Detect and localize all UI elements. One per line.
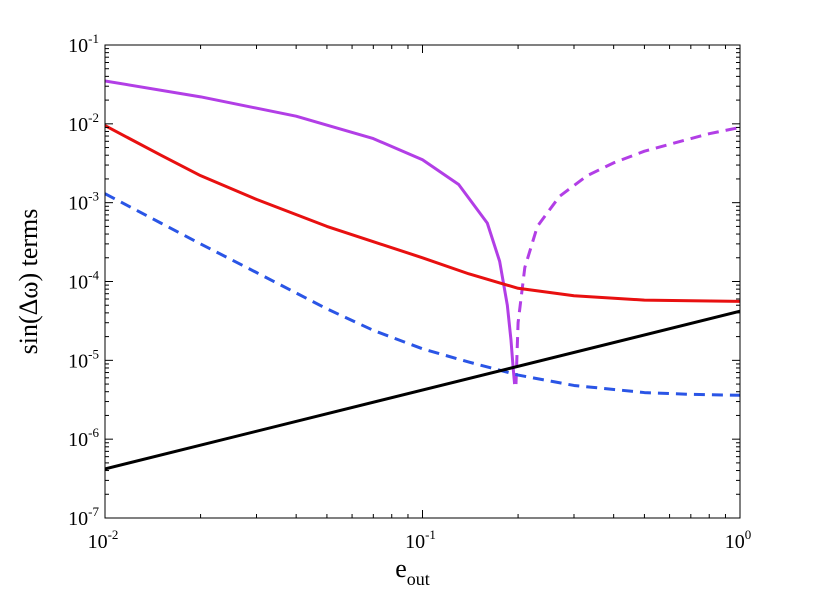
series-line-purple-solid: [105, 79, 517, 385]
label-layer: 10-2 10-1 10010-710-610-510-410-310-210-1e…: [14, 31, 751, 589]
y-tick-label: 10-5: [68, 346, 99, 372]
y-tick-label: 10-4: [68, 268, 99, 294]
x-axis-label: eout: [395, 554, 430, 589]
y-tick-label: 10-7: [68, 504, 99, 530]
series-line-red-solid: [105, 124, 740, 303]
x-tick-label: 10-2: [88, 527, 119, 553]
y-tick-label: 10-2: [68, 110, 99, 136]
series-line-blue-dashed: [105, 192, 740, 397]
x-tick-label: 100: [725, 527, 752, 553]
y-tick-label: 10-3: [68, 189, 99, 215]
y-tick-label: 10-1: [68, 31, 99, 57]
series-layer: [105, 79, 740, 471]
plot-frame: [104, 44, 741, 519]
y-tick-label: 10-6: [68, 425, 99, 451]
series-line-purple-dashed: [514, 125, 740, 385]
y-axis-label: sin(Δω) terms: [14, 209, 43, 355]
x-tick-label: 10-1: [405, 527, 436, 553]
series-line-black-solid: [105, 309, 740, 471]
tick-layer: [104, 44, 741, 519]
